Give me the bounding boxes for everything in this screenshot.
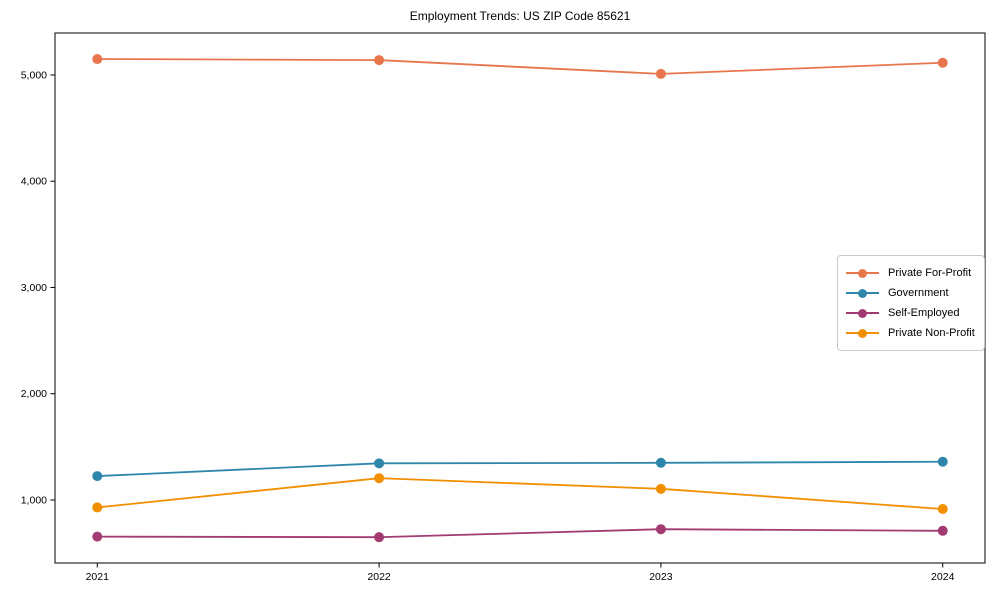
line-series-government: [97, 460, 943, 477]
data-point: [655, 524, 666, 535]
line-series-private-non-profit: [97, 477, 943, 510]
legend-item: Private For-Profit: [846, 263, 976, 283]
y-tick-label: 4,000: [21, 176, 47, 188]
legend-label: Self-Employed: [888, 307, 960, 319]
legend-item: Self-Employed: [846, 303, 976, 323]
data-point: [374, 532, 385, 543]
data-point: [655, 457, 666, 468]
legend-item: Government: [846, 283, 976, 303]
data-point: [374, 458, 385, 469]
data-point: [937, 525, 948, 536]
legend-line-marker-icon: [846, 268, 879, 278]
data-point: [937, 504, 948, 515]
data-point: [937, 57, 948, 68]
data-point: [374, 55, 385, 66]
plot-area: [54, 32, 986, 564]
x-tick-label: 2023: [649, 571, 673, 583]
data-point: [937, 456, 948, 467]
legend-line-marker-icon: [846, 308, 879, 318]
y-tick-label: 1,000: [21, 494, 47, 506]
line-series-private-for-profit: [97, 58, 943, 75]
data-point: [655, 483, 666, 494]
y-tick-label: 3,000: [21, 282, 47, 294]
data-point: [92, 471, 103, 482]
y-tick-label: 5,000: [21, 69, 47, 81]
data-point: [92, 54, 103, 65]
data-point: [374, 473, 385, 484]
data-point: [92, 531, 103, 542]
legend-item: Private Non-Profit: [846, 323, 976, 343]
legend-label: Private For-Profit: [888, 267, 972, 279]
x-tick-label: 2024: [931, 571, 955, 583]
legend-label: Private Non-Profit: [888, 327, 975, 339]
y-tick-label: 2,000: [21, 388, 47, 400]
legend-label: Government: [888, 287, 949, 299]
legend: Private For-Profit Government Self-Employe…: [837, 255, 985, 351]
legend-line-marker-icon: [846, 328, 879, 338]
data-point: [92, 502, 103, 513]
legend-line-marker-icon: [846, 288, 879, 298]
x-tick-label: 2022: [367, 571, 391, 583]
data-point: [655, 68, 666, 79]
x-tick-label: 2021: [86, 571, 110, 583]
chart-title: Employment Trends: US ZIP Code 85621: [409, 9, 631, 23]
line-series-self-employed: [97, 528, 943, 539]
